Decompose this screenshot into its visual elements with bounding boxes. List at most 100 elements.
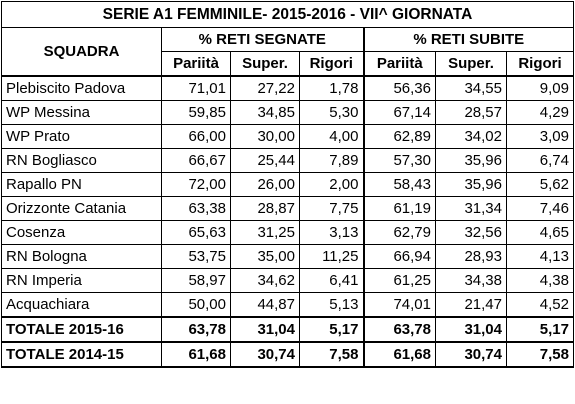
value-cell: 7,89 (299, 148, 364, 173)
value-cell: 28,93 (435, 244, 507, 269)
value-cell: 61,68 (161, 341, 231, 368)
value-cell: 4,52 (506, 292, 574, 318)
value-cell: 34,55 (435, 75, 507, 101)
value-cell: 31,25 (230, 220, 300, 245)
value-cell: 61,68 (362, 341, 436, 368)
value-cell: 1,78 (299, 75, 364, 101)
value-cell: 3,09 (506, 124, 574, 149)
value-cell: 7,58 (299, 341, 364, 368)
team-name-cell: WP Prato (1, 124, 162, 149)
value-cell: 27,22 (230, 75, 300, 101)
value-cell: 3,13 (299, 220, 364, 245)
total-label-cell: TOTALE 2014-15 (1, 341, 162, 368)
stats-table: SERIE A1 FEMMINILE- 2015-2016 - VII^ GIO… (1, 1, 574, 368)
team-name-cell: Cosenza (1, 220, 162, 245)
table-row: RN Bogliasco 66,67 25,44 7,89 57,30 35,96 6,74 (1, 148, 574, 173)
value-cell: 66,00 (161, 124, 231, 149)
team-header: SQUADRA (1, 27, 162, 77)
value-cell: 61,19 (362, 196, 436, 221)
table-row: WP Prato 66,00 30,00 4,00 62,89 34,02 3,09 (1, 124, 574, 149)
value-cell: 34,38 (435, 268, 507, 293)
value-cell: 66,67 (161, 148, 231, 173)
value-cell: 6,74 (506, 148, 574, 173)
value-cell: 63,38 (161, 196, 231, 221)
value-cell: 7,75 (299, 196, 364, 221)
value-cell: 5,17 (299, 316, 364, 343)
value-cell: 61,25 (362, 268, 436, 293)
value-cell: 62,89 (362, 124, 436, 149)
team-name-cell: Plebiscito Padova (1, 75, 162, 101)
value-cell: 5,62 (506, 172, 574, 197)
table-row: WP Messina 59,85 34,85 5,30 67,14 28,57 4,29 (1, 100, 574, 125)
value-cell: 34,85 (230, 100, 300, 125)
sub-header-pariita-scored: Pariità (161, 51, 231, 77)
value-cell: 44,87 (230, 292, 300, 318)
team-name-cell: Rapallo PN (1, 172, 162, 197)
value-cell: 50,00 (161, 292, 231, 318)
value-cell: 9,09 (506, 75, 574, 101)
value-cell: 4,00 (299, 124, 364, 149)
value-cell: 28,57 (435, 100, 507, 125)
value-cell: 5,17 (506, 316, 574, 343)
table-row: RN Imperia 58,97 34,62 6,41 61,25 34,38 4,38 (1, 268, 574, 293)
conceded-header: % RETI SUBITE (362, 27, 574, 52)
value-cell: 30,00 (230, 124, 300, 149)
table-title: SERIE A1 FEMMINILE- 2015-2016 - VII^ GIO… (1, 1, 574, 28)
value-cell: 31,34 (435, 196, 507, 221)
value-cell: 6,41 (299, 268, 364, 293)
value-cell: 59,85 (161, 100, 231, 125)
title-row: SERIE A1 FEMMINILE- 2015-2016 - VII^ GIO… (1, 1, 574, 28)
table-row: Cosenza 65,63 31,25 3,13 62,79 32,56 4,65 (1, 220, 574, 245)
value-cell: 30,74 (230, 341, 300, 368)
total-label-cell: TOTALE 2015-16 (1, 316, 162, 343)
value-cell: 25,44 (230, 148, 300, 173)
value-cell: 63,78 (362, 316, 436, 343)
value-cell: 62,79 (362, 220, 436, 245)
value-cell: 34,62 (230, 268, 300, 293)
sub-header-rigori-conceded: Rigori (506, 51, 574, 77)
table-row: Acquachiara 50,00 44,87 5,13 74,01 21,47 4,52 (1, 292, 574, 318)
value-cell: 5,13 (299, 292, 364, 318)
sub-header-super-conceded: Super. (435, 51, 507, 77)
value-cell: 65,63 (161, 220, 231, 245)
value-cell: 4,29 (506, 100, 574, 125)
value-cell: 31,04 (435, 316, 507, 343)
team-name-cell: Orizzonte Catania (1, 196, 162, 221)
value-cell: 67,14 (362, 100, 436, 125)
value-cell: 53,75 (161, 244, 231, 269)
value-cell: 7,58 (506, 341, 574, 368)
total-row: TOTALE 2015-16 63,78 31,04 5,17 63,78 31,04 5,… (1, 316, 574, 343)
value-cell: 74,01 (362, 292, 436, 318)
sub-header-row: Pariità Super. Rigori Pariità Super. Rig… (2, 51, 574, 77)
value-cell: 58,43 (362, 172, 436, 197)
value-cell: 72,00 (161, 172, 231, 197)
team-name-cell: WP Messina (1, 100, 162, 125)
sub-header-super-scored: Super. (230, 51, 300, 77)
team-name-cell: RN Bogliasco (1, 148, 162, 173)
value-cell: 71,01 (161, 75, 231, 101)
value-cell: 5,30 (299, 100, 364, 125)
value-cell: 31,04 (230, 316, 300, 343)
value-cell: 57,30 (362, 148, 436, 173)
value-cell: 30,74 (435, 341, 507, 368)
value-cell: 4,65 (506, 220, 574, 245)
table-row: Rapallo PN 72,00 26,00 2,00 58,43 35,96 5,62 (1, 172, 574, 197)
value-cell: 35,96 (435, 172, 507, 197)
value-cell: 2,00 (299, 172, 364, 197)
team-name-cell: Acquachiara (1, 292, 162, 318)
table-row: Orizzonte Catania 63,38 28,87 7,75 61,19 31,3… (1, 196, 574, 221)
value-cell: 7,46 (506, 196, 574, 221)
value-cell: 35,00 (230, 244, 300, 269)
value-cell: 63,78 (161, 316, 231, 343)
value-cell: 4,38 (506, 268, 574, 293)
table-row: RN Bologna 53,75 35,00 11,25 66,94 28,93 4,13 (1, 244, 574, 269)
value-cell: 32,56 (435, 220, 507, 245)
value-cell: 11,25 (299, 244, 364, 269)
group-header-row: SQUADRA % RETI SEGNATE % RETI SUBITE (1, 27, 574, 77)
sub-header-rigori-scored: Rigori (299, 51, 364, 77)
table-row: Plebiscito Padova 71,01 27,22 1,78 56,36 34,5… (1, 75, 574, 101)
sub-header-pariita-conceded: Pariità (362, 51, 436, 77)
value-cell: 26,00 (230, 172, 300, 197)
total-row: TOTALE 2014-15 61,68 30,74 7,58 61,68 30,74 7,… (1, 341, 574, 368)
team-name-cell: RN Imperia (1, 268, 162, 293)
